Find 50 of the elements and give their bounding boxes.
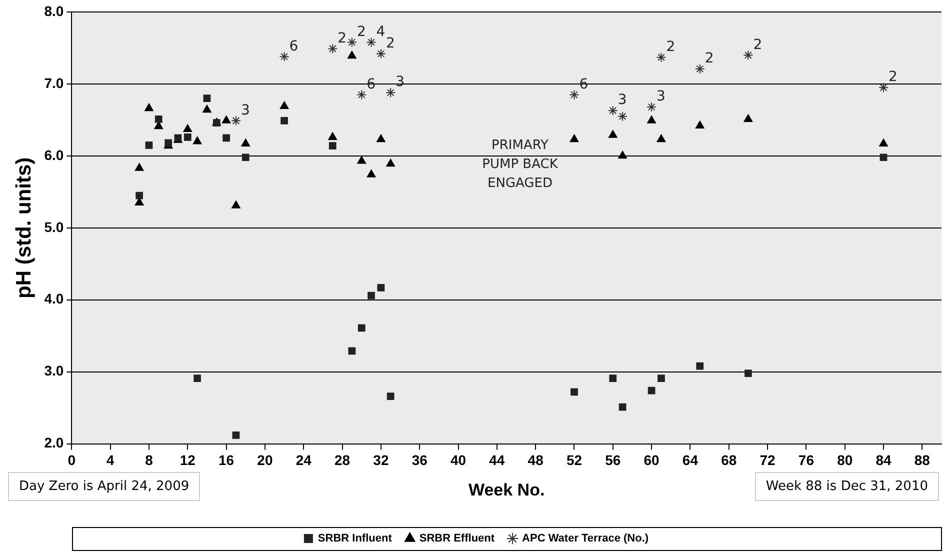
annotation: 2 xyxy=(704,50,714,66)
text: Day Zero is April 24, 2009 xyxy=(8,472,200,501)
annotation: 3 xyxy=(240,102,250,118)
x-tick-label: 12 xyxy=(180,452,196,468)
annotation: 2 xyxy=(356,24,366,40)
x-tick-label: 0 xyxy=(68,452,76,468)
y-tick-label: 3.0 xyxy=(44,362,64,379)
x-tick-label: 16 xyxy=(218,452,234,468)
x-tick-label: 32 xyxy=(373,452,389,468)
x-tick-label: 40 xyxy=(450,452,466,468)
x-tick-label: 64 xyxy=(682,452,698,468)
x-tick-label: 8 xyxy=(145,452,154,468)
x-tick-label: 20 xyxy=(257,452,273,468)
x-tick-label: 88 xyxy=(914,452,930,468)
y-tick-label: 5.0 xyxy=(44,218,64,235)
annotation: 2 xyxy=(386,35,395,52)
x-tick-label: 4 xyxy=(106,452,114,468)
annotation: 2 xyxy=(753,36,762,53)
y-tick-label: 8.0 xyxy=(44,2,64,19)
y-tick-label: 2.0 xyxy=(44,434,64,451)
text: Week 88 is Dec 31, 2010 xyxy=(754,472,939,501)
x-tick-label: 76 xyxy=(798,452,814,468)
legend-label: SRBR Effluent xyxy=(419,532,495,545)
annotation: 4 xyxy=(376,24,386,40)
annotation: 3 xyxy=(656,88,666,105)
y-tick-label: 6.0 xyxy=(44,146,64,163)
annotation: 6 xyxy=(289,38,298,54)
y-tick-label: 4.0 xyxy=(44,290,64,307)
x-tick-label: 80 xyxy=(837,452,853,468)
y-axis-title: pH (std. units) xyxy=(12,157,36,298)
x-tick-label: 28 xyxy=(334,452,350,468)
x-tick-label: 52 xyxy=(566,452,582,468)
annotation: 2 xyxy=(666,38,676,55)
annotation: 2 xyxy=(888,69,898,86)
x-tick-label: 24 xyxy=(296,452,312,468)
legend-label: APC Water Terrace (No.) xyxy=(522,532,649,545)
legend-label: SRBR Influent xyxy=(318,532,392,545)
x-tick-label: 48 xyxy=(528,452,544,468)
annotation: PRIMARY PUMP BACK ENGAGED xyxy=(481,137,559,193)
x-tick-label: 68 xyxy=(721,452,737,468)
x-tick-label: 60 xyxy=(644,452,660,468)
x-axis-title: Week No. xyxy=(468,480,545,500)
annotation: 3 xyxy=(618,92,627,108)
x-tick-label: 56 xyxy=(605,452,621,468)
annotation: 2 xyxy=(338,30,347,46)
y-tick-label: 7.0 xyxy=(44,74,64,91)
x-tick-label: 72 xyxy=(760,452,776,468)
x-tick-label: 44 xyxy=(489,452,505,468)
x-tick-label: 36 xyxy=(412,452,428,468)
x-tick-label: 84 xyxy=(876,452,892,468)
